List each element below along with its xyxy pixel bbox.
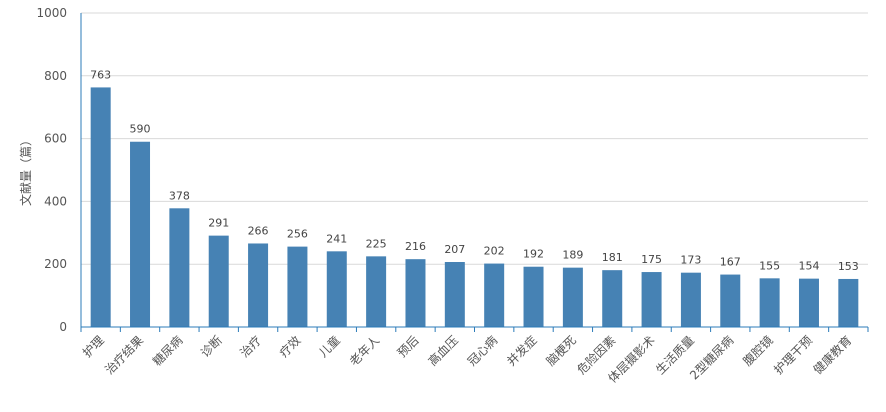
bar[interactable] xyxy=(130,141,151,327)
grid-lines xyxy=(81,12,868,265)
bar[interactable] xyxy=(838,278,859,327)
bar[interactable] xyxy=(562,267,583,327)
bar[interactable] xyxy=(720,274,741,327)
bar-value-label: 155 xyxy=(759,259,780,272)
bar[interactable] xyxy=(484,263,505,327)
y-tick-label: 1000 xyxy=(36,6,67,20)
x-tick-label: 护理 xyxy=(80,333,107,360)
x-tick-label: 诊断 xyxy=(197,333,225,361)
bar-value-label: 167 xyxy=(720,256,741,269)
x-tick-label: 疗效 xyxy=(276,333,304,361)
bar-value-label: 173 xyxy=(680,254,701,267)
bar-value-label: 291 xyxy=(208,217,229,230)
x-tick-label: 护理干预 xyxy=(771,333,815,377)
y-tick-label: 0 xyxy=(59,320,67,334)
bar[interactable] xyxy=(248,243,269,327)
bar-value-label: 192 xyxy=(523,248,544,261)
bar[interactable] xyxy=(523,266,544,327)
bar-value-label: 216 xyxy=(405,240,426,253)
bar-value-label: 763 xyxy=(90,68,111,81)
x-tick-label: 高血压 xyxy=(425,333,461,369)
y-tick-label: 600 xyxy=(44,132,67,146)
x-tick-label: 健康教育 xyxy=(810,333,855,378)
x-tick-label: 治疗 xyxy=(237,333,264,360)
bar[interactable] xyxy=(602,270,623,327)
y-tick-label: 400 xyxy=(44,194,67,208)
bar[interactable] xyxy=(759,278,780,327)
bar-value-label: 241 xyxy=(326,232,347,245)
y-tick-label: 800 xyxy=(44,69,67,83)
x-tick-label: 治疗结果 xyxy=(102,333,146,377)
x-tick-label: 冠心病 xyxy=(464,333,500,369)
x-tick-label: 糖尿病 xyxy=(149,333,185,369)
bar-value-label: 202 xyxy=(484,245,505,258)
bar-value-label: 266 xyxy=(248,224,269,237)
bar-value-label: 181 xyxy=(602,251,623,264)
axes xyxy=(80,13,869,332)
bar[interactable] xyxy=(641,272,662,327)
bar[interactable] xyxy=(798,278,819,327)
x-tick-label: 腹腔镜 xyxy=(740,333,776,369)
bar[interactable] xyxy=(680,272,701,327)
bar[interactable] xyxy=(405,259,426,327)
bar[interactable] xyxy=(326,251,347,327)
x-tick-label: 并发症 xyxy=(504,333,540,369)
bar[interactable] xyxy=(169,208,190,327)
bar-value-label: 189 xyxy=(562,249,583,262)
y-axis-tick-labels: 0 200 400 600 800 1000 xyxy=(36,6,67,334)
bar-value-label: 153 xyxy=(838,260,859,273)
bar[interactable] xyxy=(90,87,111,327)
x-tick-label: 老年人 xyxy=(347,333,382,368)
x-tick-label: 预后 xyxy=(395,333,422,360)
bars xyxy=(90,87,859,327)
bar[interactable] xyxy=(287,246,308,327)
y-axis-title: 文献量（篇） xyxy=(18,134,33,206)
y-tick-label: 200 xyxy=(44,257,67,271)
bar-value-label: 207 xyxy=(444,243,465,256)
bar-value-label: 225 xyxy=(366,237,387,250)
x-tick-label: 脑梗死 xyxy=(543,333,579,369)
bar-value-labels: 763 590 378 291 266 256 241 225 216 207 202 192 189 1… xyxy=(90,68,859,273)
bar-value-label: 154 xyxy=(798,260,819,273)
bar-value-label: 256 xyxy=(287,228,308,241)
bar[interactable] xyxy=(208,235,229,327)
bar[interactable] xyxy=(366,256,387,327)
bar-value-label: 378 xyxy=(169,189,190,202)
bar-value-label: 590 xyxy=(130,123,151,136)
x-tick-label: 儿童 xyxy=(315,333,343,361)
bar[interactable] xyxy=(444,262,465,327)
bar-value-label: 175 xyxy=(641,253,662,266)
